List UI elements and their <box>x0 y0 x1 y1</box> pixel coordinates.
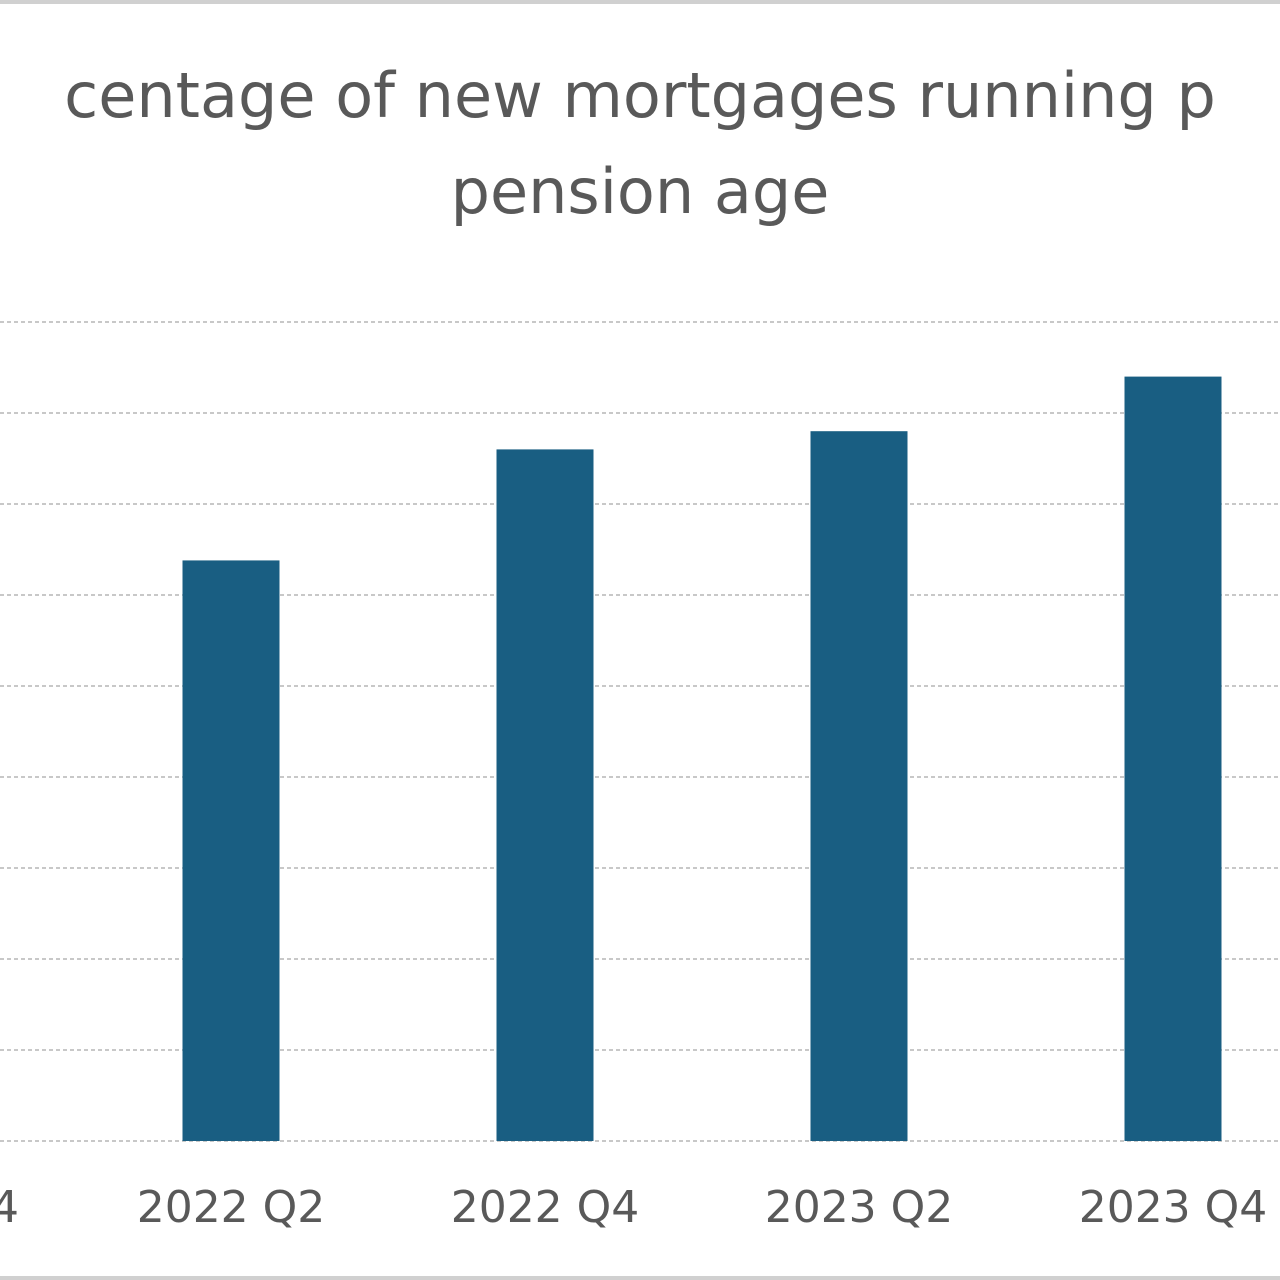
bar <box>1124 376 1222 1142</box>
bar <box>810 431 908 1141</box>
bar <box>496 449 594 1141</box>
x-tick-label: 2023 Q2 <box>765 1182 954 1233</box>
x-tick-label: 2022 Q2 <box>137 1182 326 1233</box>
x-tick-label: 2023 Q4 <box>1079 1182 1268 1233</box>
chart-title: centage of new mortgages running p <box>64 59 1216 132</box>
x-tick-label: 2022 Q4 <box>451 1182 640 1233</box>
x-tick-label: 4 <box>0 1182 19 1233</box>
bar <box>182 560 280 1141</box>
chart-title: pension age <box>451 155 830 228</box>
